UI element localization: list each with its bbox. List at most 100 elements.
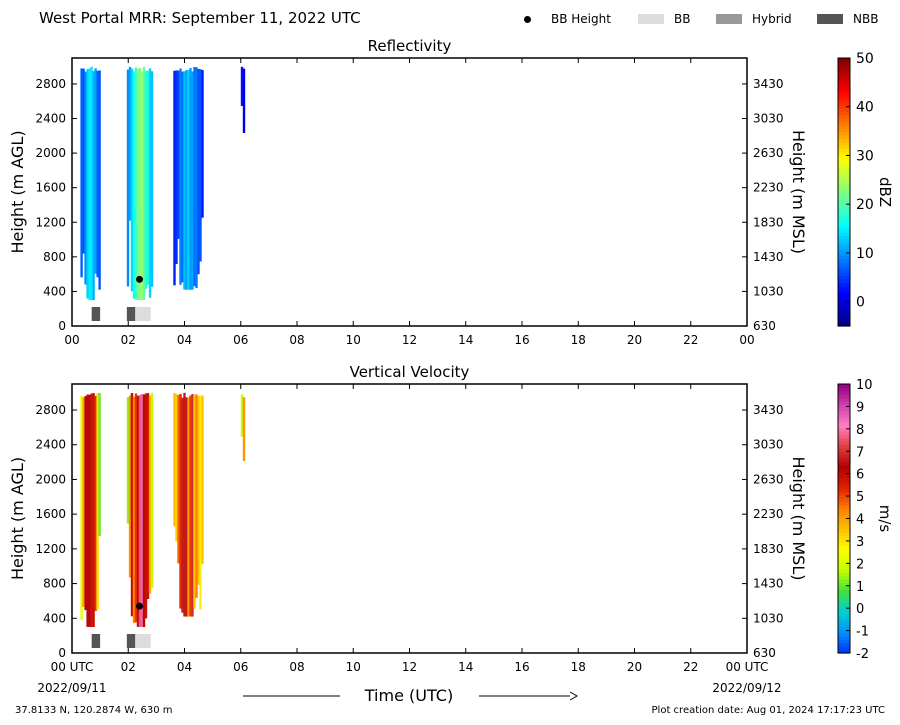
x-tick-label: 14 (458, 660, 473, 674)
colorbar-segment (838, 562, 850, 567)
colorbar-segment (838, 111, 850, 116)
heatmap-strip (187, 397, 190, 617)
colorbar-tick-label: 1 (856, 580, 864, 595)
heatmap-strip (96, 70, 99, 278)
x-tick-label: 18 (571, 660, 586, 674)
heatmap-strip (177, 70, 180, 239)
heatmap-strip (140, 71, 144, 300)
colorbar-segment (838, 118, 850, 123)
precip-columns (80, 66, 246, 301)
colorbar-segment (838, 198, 850, 203)
heatmap-strip (134, 393, 138, 623)
x-tick-label: 00 UTC (726, 660, 769, 674)
heatmap-strip (82, 397, 85, 607)
colorbar-segment (838, 178, 850, 183)
bb-swatch-icon (638, 14, 664, 24)
y-tick-label: 1200 (35, 542, 66, 556)
legend-item-bb: BB (638, 12, 690, 26)
colorbar-segment (838, 626, 850, 631)
colorbar-segment (838, 632, 850, 637)
heatmap-strip (193, 67, 196, 287)
colorbar-segment (838, 282, 850, 287)
colorbar-segment (838, 602, 850, 607)
plot-background (72, 384, 747, 653)
panel-title: Vertical Velocity (350, 363, 470, 381)
colorbar-segment (838, 161, 850, 166)
colorbar-tick-label: 40 (856, 100, 874, 116)
colorbar-segment (838, 441, 850, 446)
colorbar-segment (838, 387, 850, 392)
heatmap-strip (132, 396, 136, 624)
legend-item-hybrid: Hybrid (716, 12, 792, 26)
legend-label: Hybrid (752, 12, 792, 26)
colorbar-segment (838, 468, 850, 473)
colorbar-segment (838, 108, 850, 113)
colorbar-segment (838, 212, 850, 217)
colorbar-segment (838, 205, 850, 210)
x-tick-label: 16 (514, 660, 529, 674)
heatmap-strip (126, 397, 130, 524)
colorbar-tick-label: 9 (856, 400, 864, 415)
colorbar-segment (838, 181, 850, 186)
x-tick-label: 04 (177, 660, 192, 674)
colorbar-segment (838, 78, 850, 83)
colorbar-segment (838, 238, 850, 243)
colorbar-segment (838, 478, 850, 483)
x-tick-label: 02 (121, 660, 136, 674)
heatmap-strip (98, 392, 101, 536)
colorbar-segment (838, 451, 850, 456)
colorbar-segment (838, 322, 850, 327)
colorbar-segment (838, 434, 850, 439)
colorbar-segment (838, 538, 850, 543)
heatmap-strip (128, 66, 132, 221)
colorbar-segment (838, 558, 850, 563)
heatmap-strip (144, 393, 148, 619)
colorbar-segment (838, 222, 850, 227)
colorbar-segment (838, 642, 850, 647)
y-tick-label: 1600 (35, 181, 66, 195)
colorbar-segment (838, 552, 850, 557)
colorbar-segment (838, 501, 850, 506)
colorbar-segment (838, 299, 850, 304)
y-axis-label-right: Height (m MSL) (789, 130, 808, 254)
colorbar-segment (838, 484, 850, 489)
colorbar: 0 10 20 30 40 50 dBZ (837, 51, 894, 327)
bb-flag-nbb (91, 307, 101, 321)
colorbar-segment (838, 302, 850, 307)
heatmap-strip (142, 394, 146, 627)
colorbar-segment (838, 471, 850, 476)
colorbar-segment (838, 145, 850, 150)
colorbar-segment (838, 84, 850, 89)
colorbar-segment (838, 255, 850, 260)
heatmap-strip (136, 395, 140, 627)
colorbar-segment (838, 622, 850, 627)
colorbar-label: m/s (876, 505, 894, 533)
colorbar-segment (838, 464, 850, 469)
heatmap-strip (142, 66, 146, 301)
heatmap-strip (130, 393, 134, 617)
colorbar-tick-label: -2 (856, 647, 869, 662)
y-tick-label-right: 1430 (753, 577, 784, 591)
y-tick-label: 2800 (35, 403, 66, 417)
colorbar: -2 -1 0 1 2 3 4 5 6 7 8 9 10 m/s (837, 378, 894, 662)
y-tick-label-right: 3030 (753, 112, 784, 126)
legend-item-nbb: NBB (817, 12, 878, 26)
y-tick-label: 2400 (35, 112, 66, 126)
heatmap-strip (144, 70, 148, 289)
y-tick-label: 2000 (35, 472, 66, 486)
colorbar-segment (838, 262, 850, 267)
hybrid-swatch-icon (716, 14, 742, 24)
x-tick-label: 08 (289, 660, 304, 674)
colorbar-segment (838, 88, 850, 93)
y-tick-label: 800 (43, 250, 66, 264)
colorbar-segment (838, 192, 850, 196)
heatmap-strip (98, 70, 101, 290)
bb-flag-bb (135, 634, 151, 648)
colorbar-segment (838, 437, 850, 442)
heatmap-strip (187, 70, 190, 290)
x-tick-label: 22 (683, 660, 698, 674)
colorbar-segment (838, 612, 850, 617)
colorbar-segment (838, 592, 850, 597)
y-tick-label-right: 2630 (753, 146, 784, 160)
x-tick-label: 22 (683, 333, 698, 347)
